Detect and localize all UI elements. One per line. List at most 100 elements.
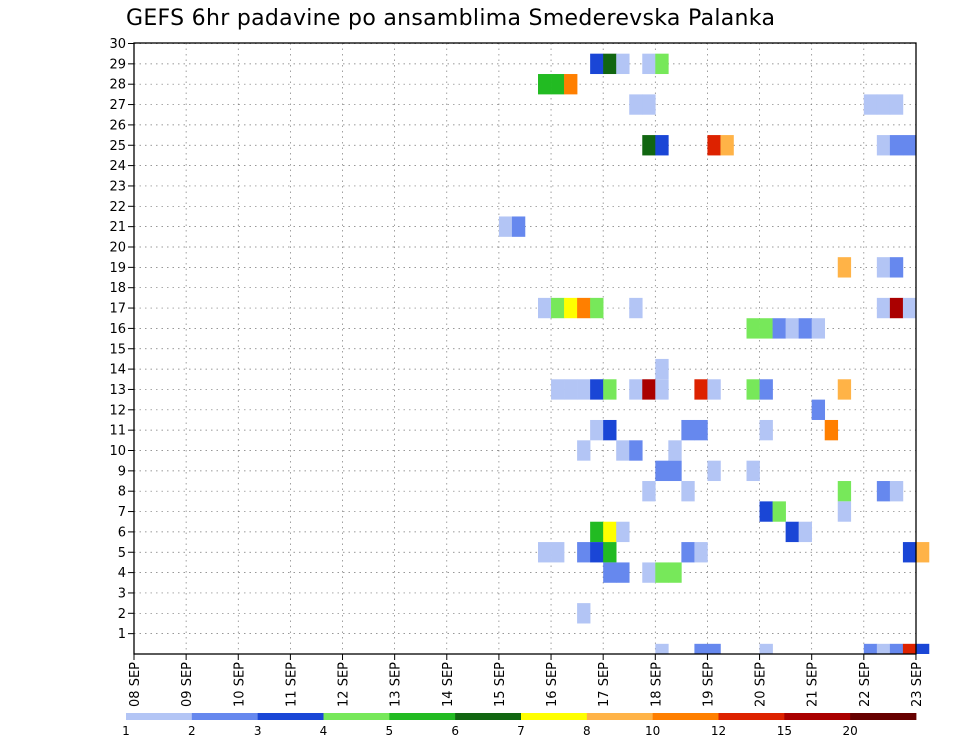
y-tick-label: 9 <box>118 464 126 479</box>
heatmap-cell <box>616 562 630 583</box>
heatmap-cell <box>863 94 878 115</box>
heatmap-cell <box>889 481 904 502</box>
y-tick-label: 27 <box>109 98 126 113</box>
x-tick-label: 20 SEP <box>754 662 769 707</box>
heatmap-cell <box>538 74 552 95</box>
heatmap-cell <box>603 521 617 543</box>
heatmap-cell <box>629 440 643 461</box>
heatmap-cell <box>642 562 656 583</box>
heatmap-cell <box>655 562 669 583</box>
colorbar-segment <box>586 713 654 720</box>
heatmap-cell <box>655 460 669 482</box>
y-tick-label: 23 <box>109 179 126 194</box>
x-tick-label: 12 SEP <box>337 662 352 707</box>
y-tick-label: 13 <box>109 383 126 398</box>
heatmap-cell <box>564 297 578 319</box>
heatmap-cell <box>707 379 721 400</box>
y-tick-label: 1 <box>118 627 126 642</box>
heatmap-cell <box>629 297 643 319</box>
heatmap-cell <box>837 481 852 502</box>
heatmap-cell <box>746 460 760 482</box>
heatmap-cell <box>876 481 891 502</box>
heatmap-cell <box>603 379 617 400</box>
colorbar-segment <box>521 713 588 720</box>
colorbar-tick-label: 4 <box>320 724 328 738</box>
x-tick-label: 18 SEP <box>649 662 664 707</box>
colorbar-tick-label: 8 <box>583 724 591 738</box>
heatmap-cell <box>681 542 695 563</box>
heatmap-cell <box>759 501 773 522</box>
heatmap-cell <box>707 643 721 654</box>
y-tick-label: 6 <box>118 525 126 540</box>
heatmap-cell <box>915 643 930 654</box>
heatmap-cell <box>538 542 552 563</box>
heatmap-cell <box>902 297 917 319</box>
colorbar-segment <box>191 713 259 720</box>
heatmap-cell <box>837 379 852 400</box>
heatmap-cell <box>655 135 669 156</box>
heatmap-cell <box>642 53 656 75</box>
heatmap-cell <box>603 562 617 583</box>
x-tick-label: 11 SEP <box>284 662 299 707</box>
y-tick-label: 8 <box>118 485 126 500</box>
heatmap-cell <box>694 379 708 400</box>
heatmap-cell <box>889 643 904 654</box>
y-tick-label: 16 <box>109 322 126 337</box>
heatmap-cell <box>551 542 565 563</box>
y-tick-label: 18 <box>109 281 126 296</box>
colorbar-segment <box>784 713 851 720</box>
heatmap-cell <box>798 318 812 339</box>
y-tick-label: 17 <box>109 302 126 317</box>
heatmap-cell <box>694 542 708 563</box>
heatmap-cell <box>577 440 591 461</box>
heatmap-cell <box>811 399 826 420</box>
heatmap-cell <box>772 318 786 339</box>
heatmap-cell <box>902 135 917 156</box>
heatmap-cell <box>655 358 669 380</box>
y-tick-label: 15 <box>109 342 126 357</box>
colorbar-tick-label: 5 <box>386 724 394 738</box>
heatmap-cell <box>837 257 852 278</box>
x-tick-label: 19 SEP <box>701 662 716 707</box>
y-tick-label: 11 <box>109 424 126 439</box>
heatmap-cell <box>694 419 708 441</box>
colorbar-tick-label: 3 <box>254 724 262 738</box>
heatmap-cell <box>590 542 604 563</box>
heatmap-cell <box>498 216 513 237</box>
x-tick-label: 22 SEP <box>858 662 873 707</box>
heatmap-cell <box>798 521 812 543</box>
colorbar-tick-label: 12 <box>711 724 726 738</box>
heatmap-cell <box>876 94 891 115</box>
x-tick-label: 08 SEP <box>128 662 143 707</box>
heatmap-cell <box>655 643 669 654</box>
colorbar-segment <box>652 713 719 720</box>
y-tick-label: 30 <box>109 37 126 52</box>
heatmap-cell <box>642 135 656 156</box>
heatmap-cell <box>590 53 604 75</box>
colorbar-tick-label: 1 <box>122 724 130 738</box>
heatmap-cell <box>616 440 630 461</box>
heatmap-cell <box>590 419 604 441</box>
heatmap-cell <box>551 297 565 319</box>
y-tick-label: 22 <box>109 200 126 215</box>
heatmap-cell <box>759 379 773 400</box>
heatmap-cell <box>655 53 669 75</box>
heatmap-cell <box>902 542 917 563</box>
heatmap-cell <box>603 53 617 75</box>
y-tick-label: 25 <box>109 139 126 154</box>
x-tick-label: 15 SEP <box>493 662 508 707</box>
heatmap-cell <box>785 521 799 543</box>
y-tick-label: 2 <box>118 607 126 622</box>
colorbar-tick-label: 15 <box>777 724 792 738</box>
y-tick-label: 20 <box>109 241 126 256</box>
y-tick-label: 12 <box>109 403 126 418</box>
heatmap-cell <box>759 643 773 654</box>
heatmap-cell <box>889 94 904 115</box>
heatmap-cell <box>785 318 799 339</box>
heatmap-cell <box>642 481 656 502</box>
heatmap-cell <box>772 501 786 522</box>
colorbar-segment <box>257 713 324 720</box>
heatmap-cell <box>876 257 891 278</box>
heatmap-cell <box>915 542 930 563</box>
